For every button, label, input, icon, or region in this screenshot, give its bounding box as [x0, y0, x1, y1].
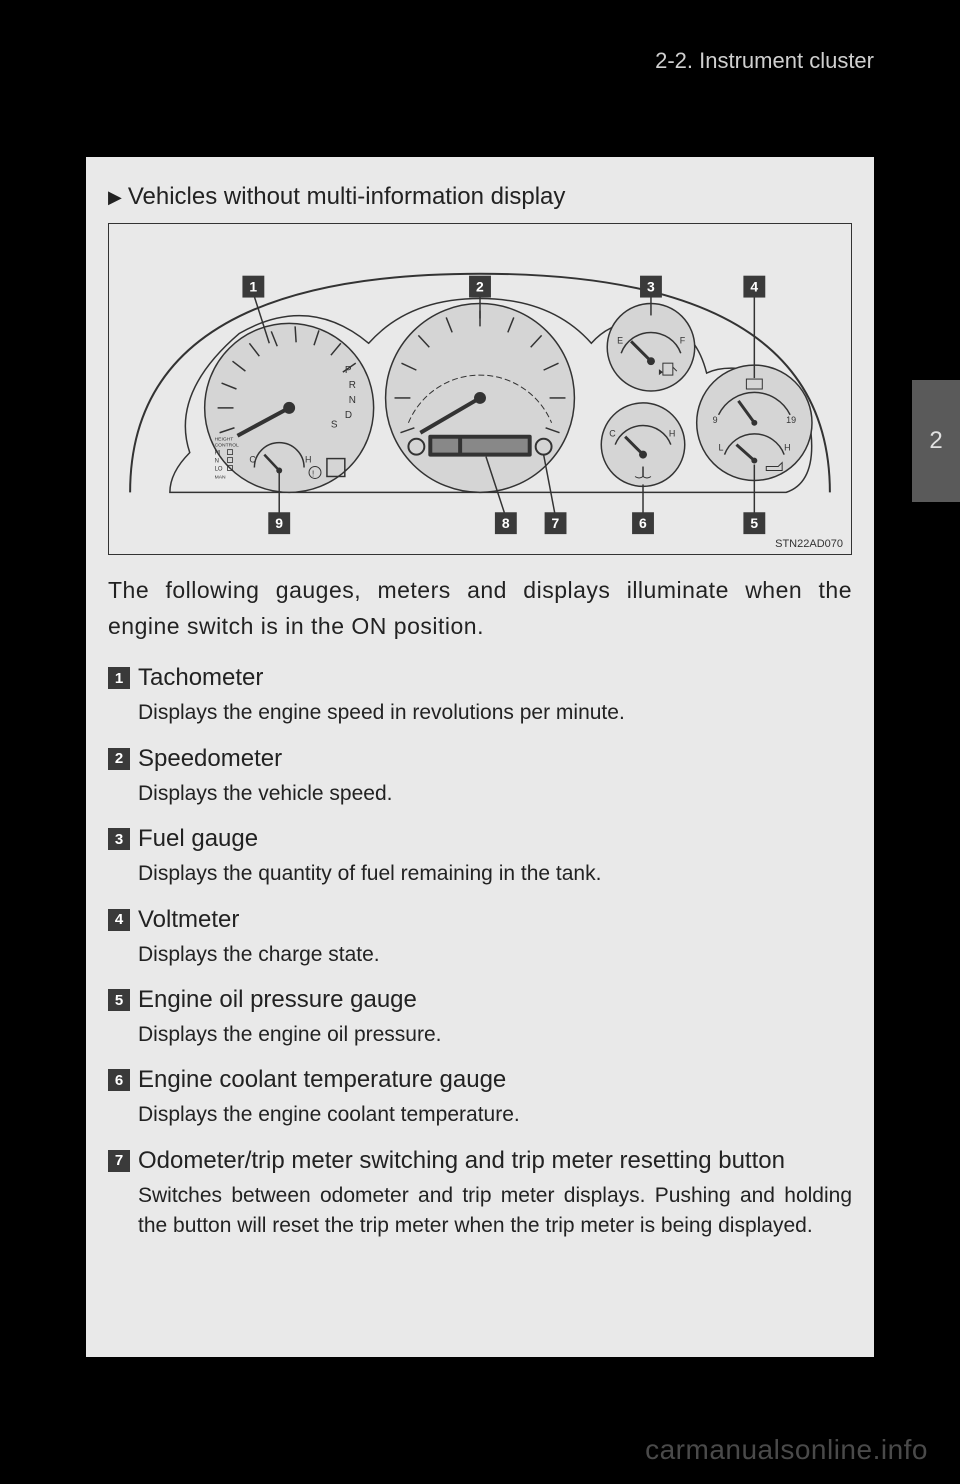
svg-text:H: H: [669, 429, 675, 439]
svg-text:4: 4: [750, 279, 758, 295]
svg-text:6: 6: [639, 515, 647, 531]
coolant-gauge: C H: [601, 403, 684, 486]
gauge-item: 7 Odometer/trip meter switching and trip …: [108, 1147, 852, 1242]
item-description: Displays the vehicle speed.: [138, 779, 852, 809]
svg-text:CONTROL: CONTROL: [215, 443, 239, 449]
svg-text:R: R: [349, 380, 356, 391]
figure-code: STN22AD070: [775, 538, 843, 550]
item-description: Displays the quantity of fuel remaining …: [138, 859, 852, 889]
item-title: Odometer/trip meter switching and trip m…: [138, 1147, 785, 1175]
item-number-badge: 3: [108, 828, 130, 850]
svg-text:MAN: MAN: [215, 474, 226, 480]
svg-text:HEIGHT: HEIGHT: [215, 437, 234, 443]
svg-text:1: 1: [249, 279, 257, 295]
item-description: Displays the engine speed in revolutions…: [138, 698, 852, 728]
svg-text:8: 8: [502, 515, 510, 531]
arrow-icon: ▶: [108, 187, 122, 208]
chapter-tab: 2: [912, 380, 960, 502]
svg-text:F: F: [680, 335, 686, 345]
item-head: 1 Tachometer: [108, 664, 852, 692]
tachometer-gauge: P R N D S HEIGHT CONTROL HI N LO MAN C H: [205, 323, 374, 492]
intro-text: The following gauges, meters and display…: [108, 573, 852, 644]
section-title: 2-2. Instrument cluster: [655, 48, 874, 74]
item-title: Tachometer: [138, 664, 263, 692]
item-head: 3 Fuel gauge: [108, 825, 852, 853]
cluster-svg: P R N D S HEIGHT CONTROL HI N LO MAN C H: [109, 224, 851, 554]
voltmeter-gauge: 9 19 L H: [697, 365, 812, 480]
items-list: 1 Tachometer Displays the engine speed in …: [108, 664, 852, 1242]
fuel-gauge: E F: [607, 304, 694, 391]
item-number-badge: 1: [108, 667, 130, 689]
item-title: Fuel gauge: [138, 825, 258, 853]
item-description: Displays the charge state.: [138, 940, 852, 970]
item-description: Displays the engine coolant temperature.: [138, 1100, 852, 1130]
item-number-badge: 5: [108, 989, 130, 1011]
item-title: Engine coolant temperature gauge: [138, 1066, 506, 1094]
item-head: 4 Voltmeter: [108, 906, 852, 934]
svg-text:19: 19: [786, 415, 796, 425]
svg-text:7: 7: [552, 515, 560, 531]
gauge-item: 5 Engine oil pressure gauge Displays the e…: [108, 986, 852, 1050]
gauge-item: 1 Tachometer Displays the engine speed in …: [108, 664, 852, 728]
svg-text:P: P: [345, 365, 352, 376]
item-head: 7 Odometer/trip meter switching and trip …: [108, 1147, 852, 1175]
subtitle-row: ▶ Vehicles without multi-information dis…: [108, 183, 852, 211]
svg-text:HI: HI: [215, 451, 221, 457]
watermark: carmanualsonline.info: [645, 1434, 928, 1466]
svg-text:C: C: [249, 455, 256, 465]
svg-text:3: 3: [647, 279, 655, 295]
item-title: Speedometer: [138, 745, 282, 773]
item-number-badge: 6: [108, 1069, 130, 1091]
svg-text:H: H: [784, 443, 790, 453]
item-number-badge: 2: [108, 748, 130, 770]
item-title: Engine oil pressure gauge: [138, 986, 417, 1014]
gauge-item: 3 Fuel gauge Displays the quantity of fuel…: [108, 825, 852, 889]
header: 2-2. Instrument cluster: [0, 0, 960, 157]
svg-text:9: 9: [713, 415, 718, 425]
item-description: Displays the engine oil pressure.: [138, 1020, 852, 1050]
content-frame: ▶ Vehicles without multi-information dis…: [86, 157, 874, 1357]
gauge-item: 6 Engine coolant temperature gauge Display…: [108, 1066, 852, 1130]
svg-text:S: S: [331, 420, 338, 431]
svg-text:9: 9: [275, 515, 283, 531]
svg-text:LO: LO: [215, 467, 223, 473]
svg-text:N: N: [215, 459, 219, 465]
chapter-tab-label: 2: [929, 427, 942, 455]
svg-text:H: H: [305, 455, 311, 465]
svg-text:L: L: [719, 443, 724, 453]
item-head: 5 Engine oil pressure gauge: [108, 986, 852, 1014]
svg-text:D: D: [345, 410, 352, 421]
cluster-figure: P R N D S HEIGHT CONTROL HI N LO MAN C H: [108, 223, 852, 555]
svg-text:N: N: [349, 395, 356, 406]
svg-text:C: C: [609, 429, 616, 439]
item-head: 6 Engine coolant temperature gauge: [108, 1066, 852, 1094]
svg-text:2: 2: [476, 279, 484, 295]
item-number-badge: 4: [108, 909, 130, 931]
svg-text:!: !: [312, 469, 314, 478]
item-title: Voltmeter: [138, 906, 239, 934]
subtitle-text: Vehicles without multi-information displ…: [128, 183, 566, 211]
gauge-item: 4 Voltmeter Displays the charge state.: [108, 906, 852, 970]
svg-text:E: E: [617, 335, 623, 345]
gauge-item: 2 Speedometer Displays the vehicle speed.: [108, 745, 852, 809]
item-description: Switches between odometer and trip meter…: [138, 1181, 852, 1242]
item-number-badge: 7: [108, 1150, 130, 1172]
item-head: 2 Speedometer: [108, 745, 852, 773]
svg-text:5: 5: [750, 515, 758, 531]
